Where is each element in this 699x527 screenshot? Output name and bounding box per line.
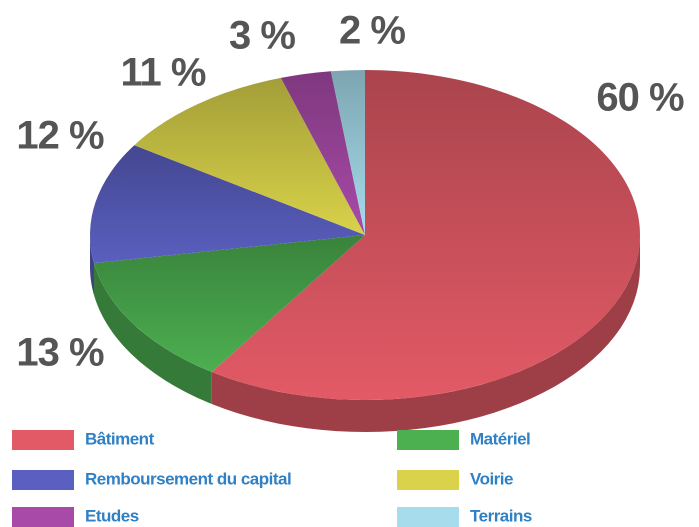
slice xyxy=(134,77,365,235)
legend-swatch xyxy=(397,470,459,490)
pie: 60 % 13 % 12 % 11 % 3 % 2 % xyxy=(16,9,685,432)
slice-label: 12 % xyxy=(16,114,104,158)
legend-swatch xyxy=(12,507,74,527)
slice-side xyxy=(90,235,95,296)
slice-side xyxy=(94,263,212,405)
legend-label: Remboursement du capital xyxy=(85,469,291,488)
legend-label: Matériel xyxy=(470,429,530,448)
slice-label: 3 % xyxy=(229,14,295,58)
slice-label: 13 % xyxy=(16,331,104,375)
slice xyxy=(94,235,366,373)
slice xyxy=(90,145,366,264)
legend-swatch xyxy=(12,470,74,490)
slice-side xyxy=(211,235,640,432)
legend-label: Etudes xyxy=(85,506,139,525)
slice-label: 11 % xyxy=(121,51,206,95)
slice xyxy=(280,71,365,235)
slice-label: 60 % xyxy=(596,76,684,120)
slice xyxy=(211,70,640,400)
legend-label: Bâtiment xyxy=(85,429,155,448)
legend-swatch xyxy=(12,430,74,450)
legend-label: Terrains xyxy=(470,506,532,525)
legend: Bâtiment Matériel Remboursement du capital… xyxy=(12,429,532,527)
slice xyxy=(330,70,365,235)
legend-swatch xyxy=(397,507,459,527)
legend-label: Voirie xyxy=(470,469,513,488)
legend-swatch xyxy=(397,430,459,450)
slice-label: 2 % xyxy=(339,9,405,53)
